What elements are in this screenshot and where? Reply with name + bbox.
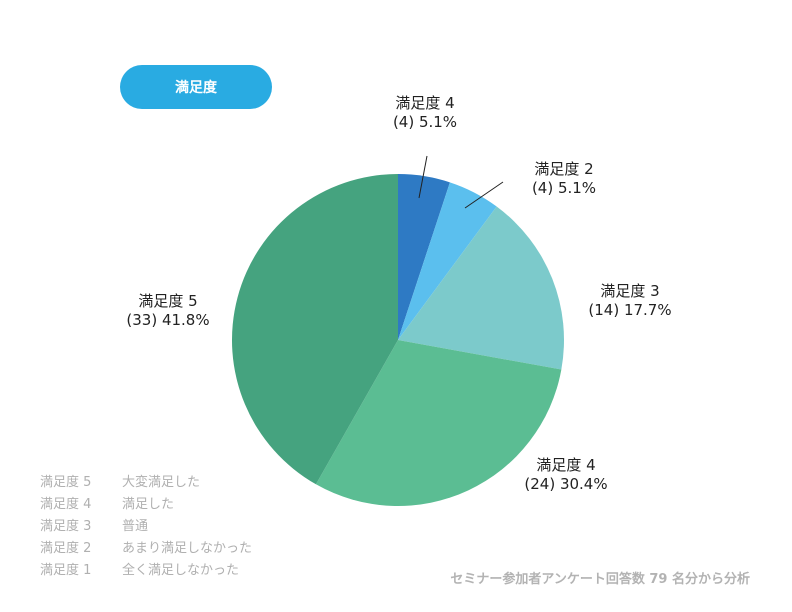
legend-meaning: 普通 — [122, 519, 149, 534]
slice-name-label: 満足度 4 — [536, 456, 595, 474]
slice-name-label: 満足度 5 — [138, 292, 197, 310]
slice-value-label: (24) 30.4% — [524, 475, 607, 493]
pie-slices — [231, 174, 565, 507]
respondent-count-note: セミナー参加者アンケート回答数 79 名分から分析 — [450, 572, 750, 587]
slice-value-label: (4) 5.1% — [393, 113, 457, 131]
slice-value-label: (14) 17.7% — [588, 301, 671, 319]
slice-name-label: 満足度 2 — [534, 160, 593, 178]
legend-key: 満足度 4 — [40, 497, 92, 512]
legend-row: 満足度 3 普通 — [40, 516, 252, 538]
legend-meaning: 全く満足しなかった — [122, 563, 240, 578]
legend-key: 満足度 5 — [40, 475, 92, 490]
chart-title-badge: 満足度 — [120, 65, 272, 109]
pie-slice — [398, 206, 565, 370]
legend-key: 満足度 3 — [40, 519, 92, 534]
legend-row: 満足度 2 あまり満足しなかった — [40, 538, 252, 560]
slice-name-label: 満足度 4 — [395, 94, 454, 112]
legend-key: 満足度 2 — [40, 541, 92, 556]
legend-meaning: 満足した — [122, 497, 175, 512]
pie-slice — [398, 182, 497, 340]
leader-line — [464, 181, 504, 209]
legend-row: 満足度 4 満足した — [40, 494, 252, 516]
legend-meaning: あまり満足しなかった — [122, 541, 253, 556]
slice-labels: 満足度 4(4) 5.1%満足度 2(4) 5.1%満足度 3(14) 17.7… — [126, 94, 671, 493]
slice-name-label: 満足度 3 — [600, 282, 659, 300]
pie-slice — [315, 340, 562, 507]
slice-value-label: (33) 41.8% — [126, 311, 209, 329]
leader-lines — [418, 155, 504, 209]
legend-row: 満足度 1 全く満足しなかった — [40, 560, 252, 582]
pie-slice — [398, 174, 450, 340]
legend-key: 満足度 1 — [40, 563, 92, 578]
pie-slice — [231, 174, 398, 485]
slice-value-label: (4) 5.1% — [532, 179, 596, 197]
satisfaction-legend: 満足度 5 大変満足した 満足度 4 満足した 満足度 3 普通 満足度 2 あまり満足… — [40, 472, 252, 582]
leader-line — [418, 155, 428, 199]
legend-meaning: 大変満足した — [122, 475, 201, 490]
legend-row: 満足度 5 大変満足した — [40, 472, 252, 494]
